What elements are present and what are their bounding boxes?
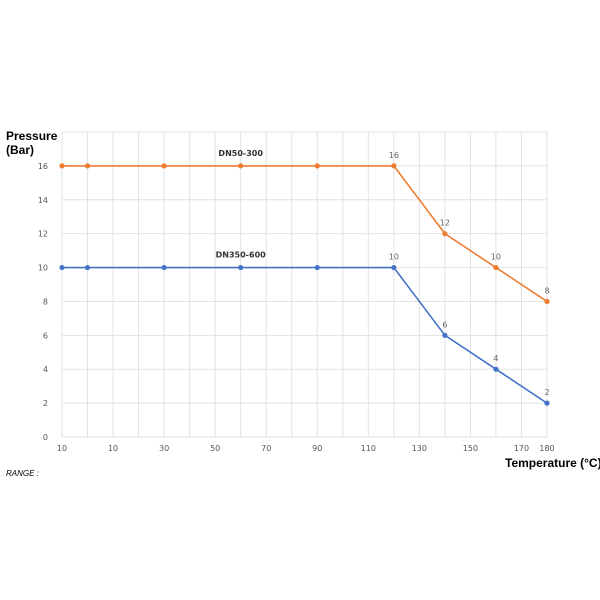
y-axis-title-line-2: (Bar) [6, 143, 34, 157]
data-point [493, 264, 499, 271]
x-tick-label: 30 [159, 444, 169, 453]
data-point [84, 163, 91, 169]
y-tick-label: 16 [38, 162, 48, 171]
x-tick-label: 130 [412, 444, 427, 453]
x-tick-label: 180 [539, 444, 554, 453]
grid [61, 131, 548, 438]
labels: 16 12 10 8 DN50-300 10 6 4 2 DN350-600 [216, 149, 550, 397]
data-label: 4 [493, 354, 498, 363]
x-tick-label: 110 [361, 444, 376, 453]
data-point [544, 298, 550, 305]
axes: 0 2 4 6 8 10 12 14 16 10 10 30 50 70 90 110 130 150 170 180 [38, 162, 555, 453]
y-tick-label: 14 [38, 196, 48, 205]
y-tick-label: 12 [38, 230, 48, 239]
data-point [544, 400, 550, 406]
data-label: 12 [440, 219, 450, 228]
x-axis-title: Temperature (°C) [505, 456, 600, 470]
data-point [442, 332, 448, 338]
series [59, 163, 550, 406]
data-point [314, 163, 320, 169]
x-tick-label: 150 [463, 444, 478, 453]
series-name-label: DN350-600 [216, 251, 266, 260]
data-point [238, 264, 244, 271]
x-tick-label: 70 [261, 444, 271, 453]
data-label: 6 [442, 320, 447, 329]
data-point [391, 264, 397, 271]
data-point [442, 231, 448, 237]
data-label: 8 [544, 286, 549, 295]
data-point [493, 366, 499, 372]
y-tick-label: 10 [38, 264, 48, 273]
data-point [314, 264, 320, 271]
data-point [59, 163, 65, 169]
y-tick-label: 2 [43, 399, 48, 408]
data-label: 2 [544, 388, 549, 397]
y-tick-label: 0 [43, 433, 48, 442]
data-point [238, 163, 244, 169]
data-point [59, 264, 65, 271]
data-point [161, 264, 167, 271]
y-tick-label: 8 [43, 297, 48, 306]
data-label: 16 [389, 151, 399, 160]
data-point [84, 264, 91, 271]
x-tick-label: 10 [57, 444, 67, 453]
data-point [391, 163, 397, 169]
series-name-label: DN50-300 [218, 149, 263, 158]
x-tick-label: 50 [210, 444, 220, 453]
x-tick-label: 170 [514, 444, 529, 453]
data-label: 10 [491, 253, 501, 262]
y-axis-title-line-1: Pressure [6, 129, 58, 143]
x-tick-label: 90 [312, 444, 322, 453]
x-tick-label: 10 [108, 444, 118, 453]
data-label: 10 [389, 253, 399, 262]
y-tick-label: 6 [43, 331, 48, 340]
range-note: RANGE : [6, 469, 39, 478]
y-tick-label: 4 [43, 365, 48, 374]
data-point [161, 163, 167, 169]
